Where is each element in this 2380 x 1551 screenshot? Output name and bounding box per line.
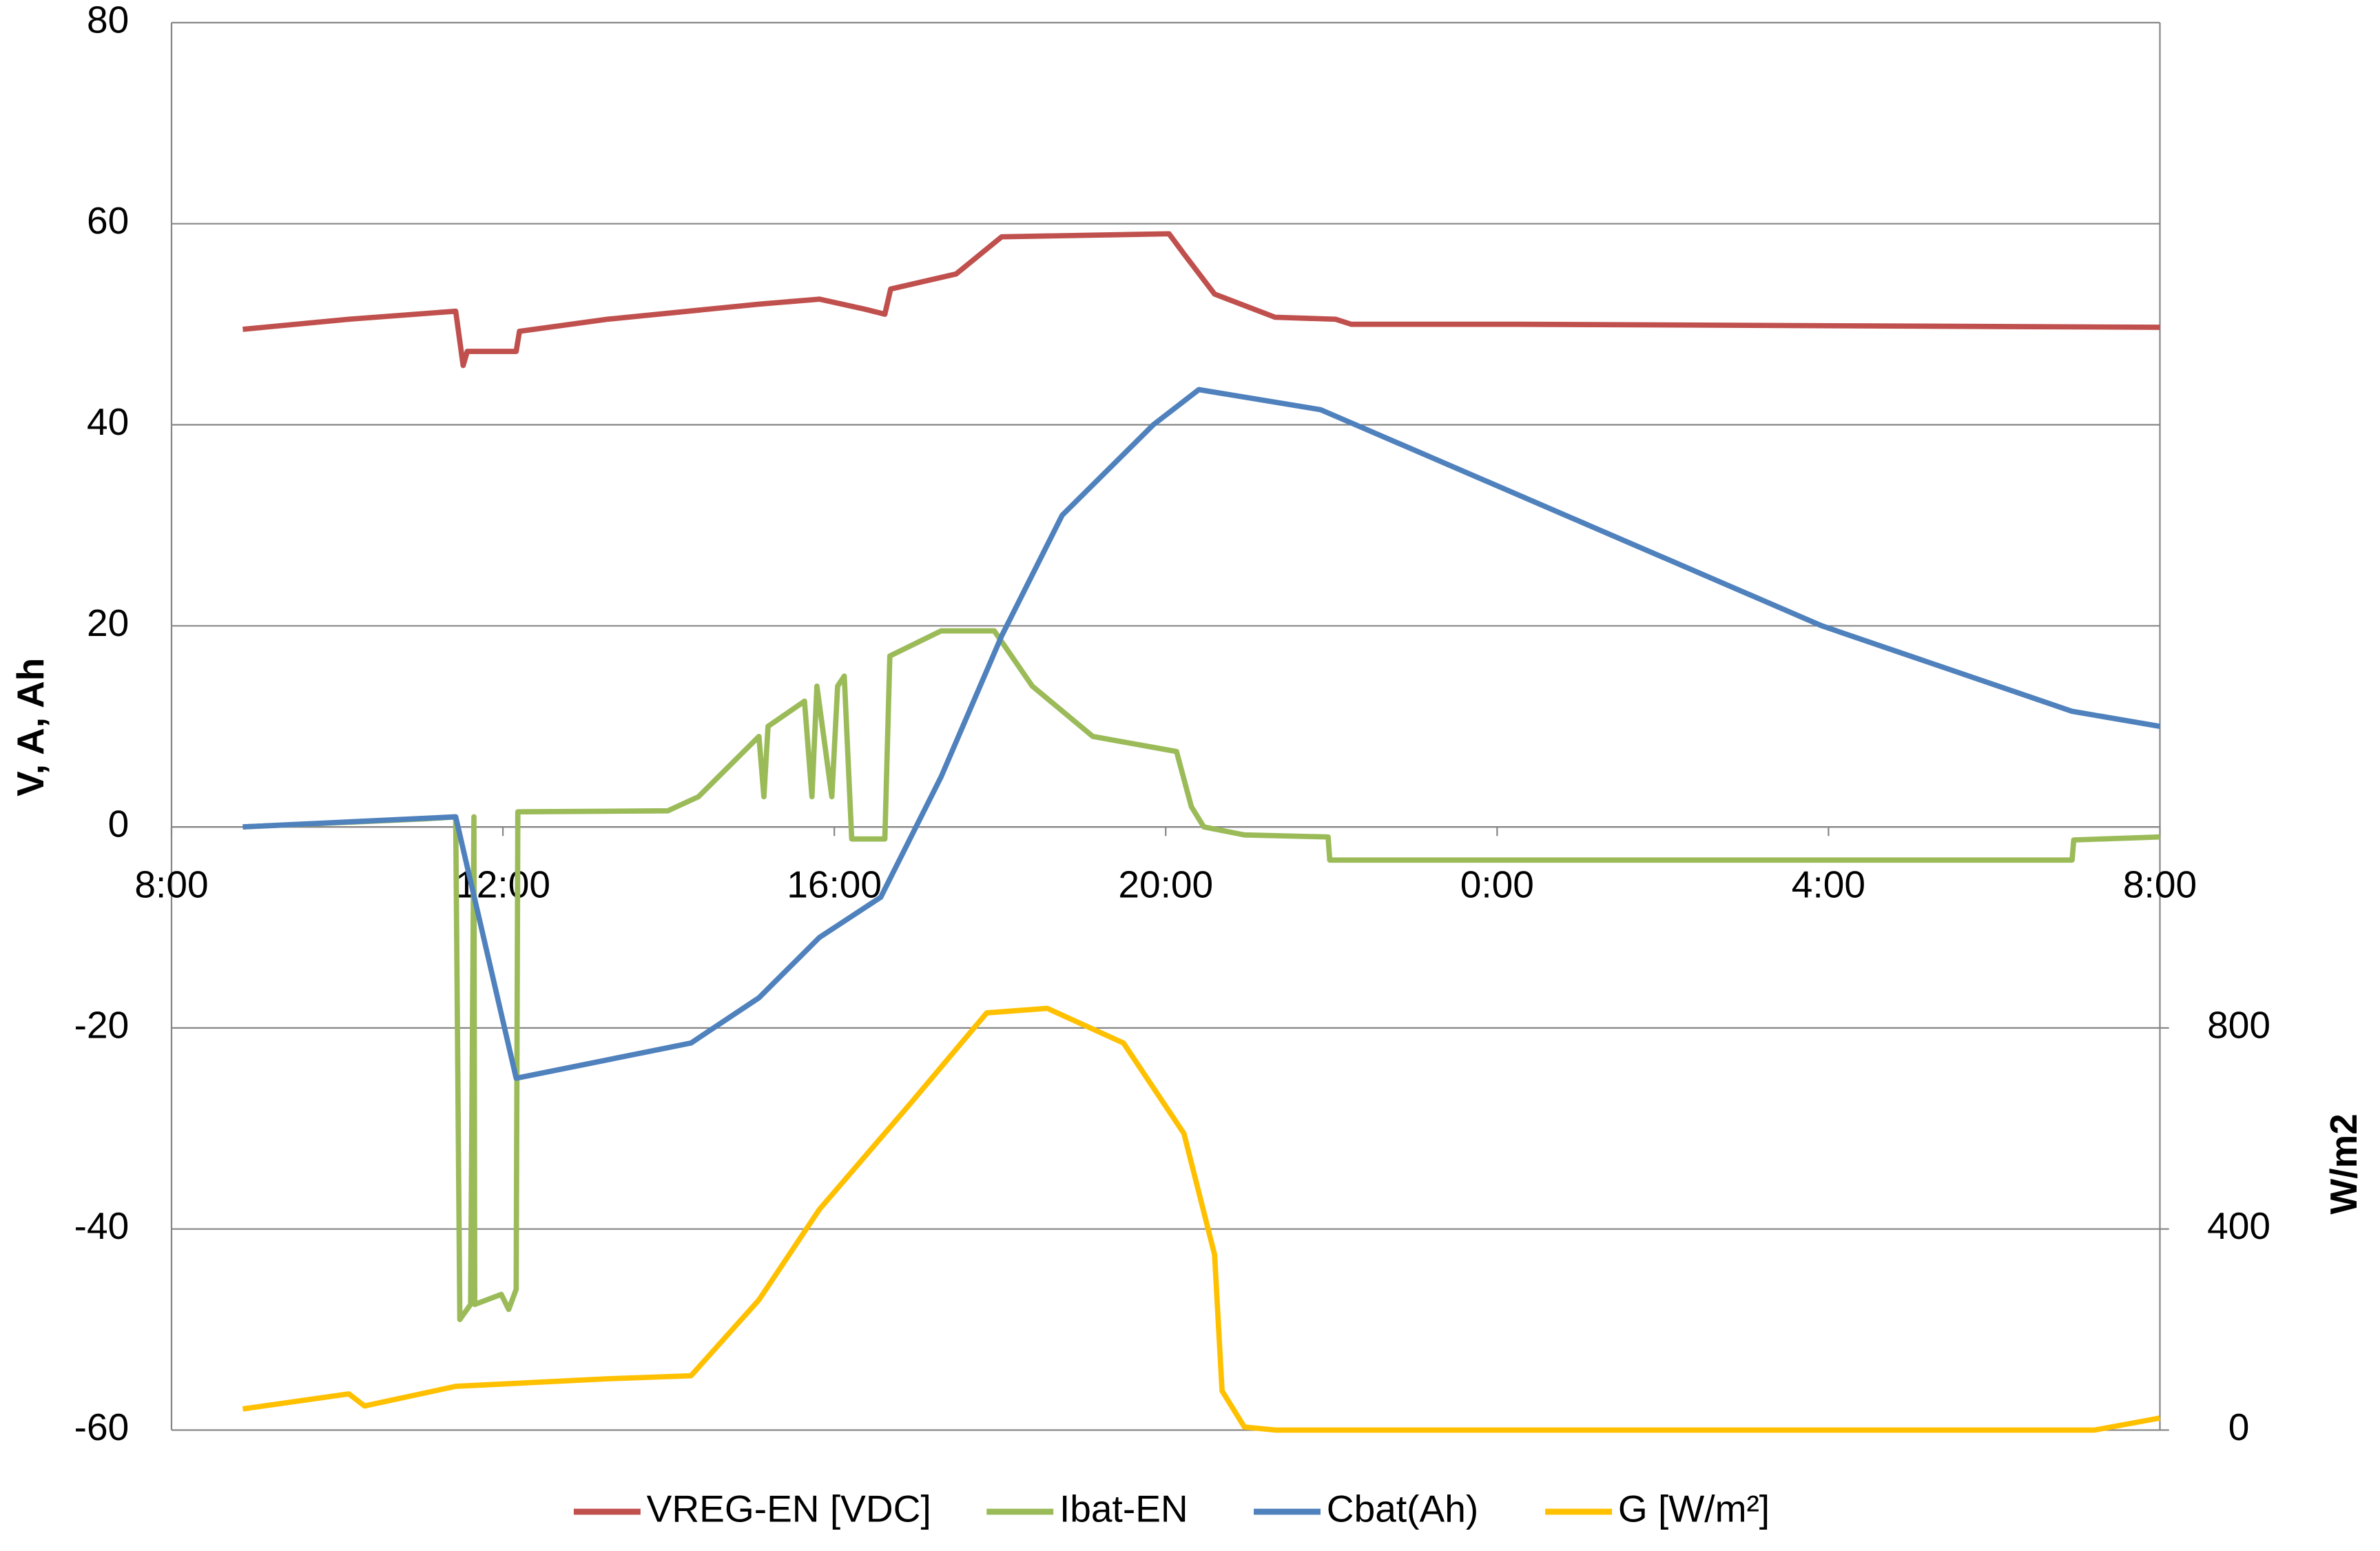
legend-label: Cbat(Ah) bbox=[1327, 1488, 1478, 1530]
x-tick-label: 0:00 bbox=[1460, 863, 1534, 905]
y-tick-label: -40 bbox=[74, 1204, 130, 1247]
series-line bbox=[242, 628, 2160, 1322]
y-tick-label: 20 bbox=[87, 602, 129, 644]
series-line bbox=[242, 387, 2161, 1081]
y2-tick-label: 400 bbox=[2207, 1204, 2270, 1247]
y2-axis-title: W/m2 bbox=[2322, 1113, 2365, 1214]
series-line bbox=[242, 1005, 2161, 1433]
x-tick-label: 8:00 bbox=[134, 863, 208, 905]
y-tick-label: 40 bbox=[87, 400, 129, 443]
x-tick-label: 4:00 bbox=[1792, 863, 1865, 905]
x-tick-label: 8:00 bbox=[2123, 863, 2197, 905]
y-tick-label: -20 bbox=[74, 1003, 130, 1046]
y2-tick-label: 800 bbox=[2207, 1003, 2270, 1046]
y2-tick-label: 0 bbox=[2228, 1406, 2250, 1448]
y-tick-label: 0 bbox=[108, 803, 130, 845]
y-tick-label: 80 bbox=[87, 0, 129, 41]
y-axis-title: V, A, Ah bbox=[9, 658, 52, 797]
y-tick-label: 60 bbox=[87, 199, 129, 242]
x-tick-label: 20:00 bbox=[1118, 863, 1213, 905]
legend-label: Ibat-EN bbox=[1059, 1488, 1188, 1530]
series-line bbox=[242, 231, 2160, 369]
y-tick-label: -60 bbox=[74, 1406, 130, 1448]
legend-label: VREG-EN [VDC] bbox=[647, 1488, 931, 1530]
legend-label: G [W/m²] bbox=[1618, 1488, 1770, 1530]
x-tick-label: 16:00 bbox=[787, 863, 882, 905]
